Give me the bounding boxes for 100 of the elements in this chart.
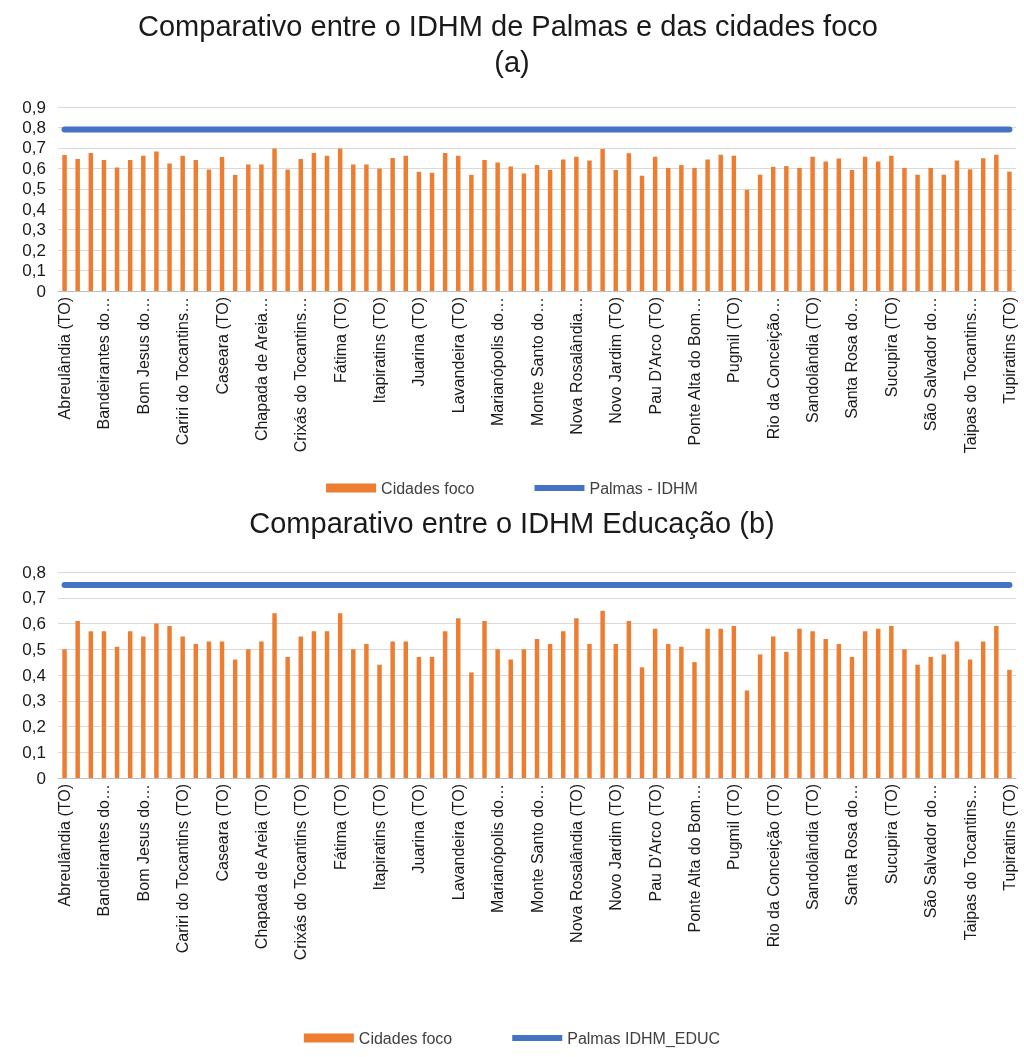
bar — [495, 162, 500, 291]
y-tick-label: 0,4 — [22, 199, 46, 219]
x-tick-label: Itapiratins (TO) — [371, 297, 389, 404]
bar — [849, 169, 855, 291]
x-tick-label: Pau D'Arco (TO) — [646, 297, 664, 415]
x-tick-label: Bandeirantes do… — [95, 297, 113, 430]
bar — [180, 636, 185, 778]
bar — [351, 164, 356, 291]
x-tick-label: Novo Jardim (TO) — [607, 784, 625, 911]
bar — [75, 158, 80, 291]
x-tick-label: Santa Rosa do… — [843, 297, 861, 419]
bar — [298, 158, 304, 291]
bar — [915, 174, 920, 291]
bar — [167, 626, 172, 778]
y-tick-label: 0,5 — [22, 639, 46, 659]
bar — [469, 174, 474, 291]
y-tick-label: 0,7 — [22, 588, 46, 608]
bar — [547, 169, 553, 291]
bar — [810, 156, 815, 291]
bar — [62, 155, 67, 291]
x-tick-label: Sandolândia (TO) — [804, 784, 822, 910]
bar — [600, 148, 605, 291]
y-tick-label: 0,9 — [22, 97, 46, 117]
bar — [547, 644, 553, 778]
bar — [784, 651, 789, 778]
bar — [429, 172, 435, 291]
x-tick-label: Pugmil (TO) — [725, 784, 743, 870]
bar — [718, 154, 723, 291]
bar — [587, 644, 592, 778]
y-tick-label: 0,6 — [22, 158, 46, 178]
x-tick-label: Pau D'Arco (TO) — [646, 784, 664, 902]
bar — [810, 631, 815, 778]
legend-label: Palmas - IDHM — [589, 479, 698, 497]
bar — [613, 644, 618, 778]
bar — [626, 620, 632, 778]
bar — [823, 638, 828, 778]
x-tick-label: Rio da Conceição (TO) — [764, 784, 782, 948]
x-tick-label: Abreulândia (TO) — [56, 784, 74, 907]
bar — [324, 155, 330, 291]
x-tick-label: Bom Jesus do… — [134, 297, 152, 415]
bar — [797, 628, 802, 778]
bar — [272, 613, 277, 778]
bar — [469, 672, 474, 778]
y-tick-label: 0,8 — [22, 117, 46, 137]
x-tick-label: Fátima (TO) — [331, 297, 349, 383]
bar — [456, 155, 461, 291]
x-tick-label: Pugmil (TO) — [725, 297, 743, 383]
x-tick-label: Monte Santo do… — [528, 297, 546, 426]
y-tick-label: 0,3 — [22, 691, 46, 711]
bar — [521, 649, 527, 778]
bar — [495, 649, 500, 778]
bar — [902, 167, 907, 291]
bar — [574, 156, 579, 291]
x-tick-label: Juarina (TO) — [410, 297, 428, 387]
bar — [442, 631, 448, 778]
bar — [390, 641, 395, 778]
bar — [770, 636, 776, 778]
bar — [521, 173, 527, 291]
y-tick-label: 0,2 — [22, 717, 46, 736]
x-tick-label: Marianópolis do… — [489, 297, 507, 426]
bar — [364, 164, 369, 291]
bar — [180, 155, 185, 291]
bar — [836, 644, 842, 778]
x-tick-label: Nova Rosalândia… — [567, 297, 585, 435]
bar — [416, 656, 422, 778]
bar — [482, 620, 487, 778]
x-tick-label: Crixás do Tocantins… — [292, 297, 310, 453]
bar — [561, 631, 566, 778]
bar — [193, 644, 199, 778]
bar — [324, 631, 330, 778]
x-tick-label: Cariri do Tocantins… — [174, 297, 192, 446]
x-tick-label: Crixás do Tocantins (TO) — [292, 784, 310, 961]
bar — [862, 631, 868, 778]
bar — [994, 154, 999, 291]
chart-title: Comparativo entre o IDHM de Palmas e das cidades foco (a) — [138, 10, 886, 78]
bar — [705, 159, 710, 291]
x-tick-label: Sucupira (TO) — [882, 297, 900, 398]
bar — [311, 153, 317, 291]
bar — [770, 166, 776, 291]
bar — [101, 631, 107, 778]
bar — [1007, 669, 1012, 778]
bar — [154, 151, 159, 291]
y-tick-label: 0,2 — [22, 240, 46, 260]
bar — [508, 166, 513, 291]
bar — [311, 631, 317, 778]
bar — [232, 174, 238, 291]
bar — [75, 620, 80, 778]
x-tick-label: Itapiratins (TO) — [371, 784, 389, 891]
legend-label: Cidades foco — [381, 479, 475, 497]
bar — [298, 636, 304, 778]
bar — [167, 163, 172, 291]
x-tick-label: Abreulândia (TO) — [56, 297, 74, 420]
y-tick-label: 0,8 — [22, 562, 46, 582]
x-tick-label: Santa Rosa do… — [843, 784, 861, 906]
bar — [429, 656, 435, 778]
x-tick-label: Monte Santo do… — [528, 784, 546, 913]
bar — [587, 160, 592, 291]
bar — [902, 649, 907, 778]
bar — [390, 157, 395, 291]
x-tick-label: Taipas do Tocantins… — [961, 297, 979, 454]
